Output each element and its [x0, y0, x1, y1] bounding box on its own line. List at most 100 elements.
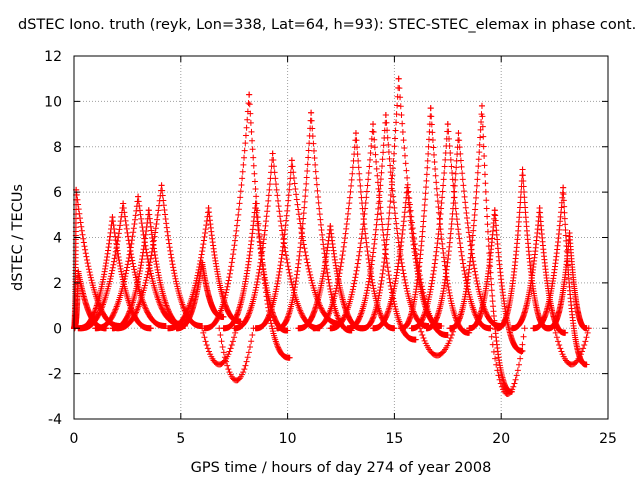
data-point	[136, 268, 143, 275]
data-point	[580, 345, 587, 352]
data-point	[281, 231, 288, 238]
data-point	[558, 348, 565, 355]
data-point	[273, 341, 280, 348]
data-point	[386, 275, 393, 282]
data-point	[514, 367, 521, 374]
data-point	[314, 187, 321, 194]
data-point	[474, 169, 481, 176]
data-point	[146, 211, 153, 218]
data-point	[463, 209, 470, 216]
data-point	[359, 230, 366, 237]
data-point	[244, 313, 251, 320]
data-point	[265, 197, 272, 204]
data-point	[154, 264, 161, 271]
x-tick-label: 15	[385, 431, 403, 447]
y-tick-label: -2	[48, 367, 62, 383]
data-point	[327, 288, 334, 295]
data-point	[445, 286, 452, 293]
data-point	[478, 102, 485, 109]
data-point	[315, 193, 322, 200]
data-point	[377, 310, 384, 317]
data-point	[224, 283, 231, 290]
data-point	[356, 252, 363, 259]
data-point	[273, 186, 280, 193]
data-point	[366, 156, 373, 163]
data-point	[279, 251, 286, 258]
data-point	[404, 174, 411, 181]
data-point	[126, 309, 133, 316]
data-point	[355, 157, 362, 164]
data-point	[437, 210, 444, 217]
data-point	[276, 208, 283, 215]
data-point	[520, 177, 527, 184]
data-point	[274, 280, 281, 287]
data-point	[333, 285, 340, 292]
data-point	[488, 287, 495, 294]
data-point	[397, 94, 404, 101]
data-point	[301, 198, 308, 205]
data-point	[87, 271, 94, 278]
data-point	[116, 260, 123, 267]
data-point	[200, 241, 207, 248]
data-point	[117, 265, 124, 272]
data-point	[147, 259, 154, 266]
data-point	[135, 273, 142, 280]
data-point	[420, 335, 427, 342]
data-point	[302, 193, 309, 200]
data-point	[391, 325, 398, 332]
data-point	[316, 211, 323, 218]
data-point	[332, 288, 339, 295]
data-point	[256, 266, 263, 273]
data-point	[299, 225, 306, 232]
data-point	[521, 188, 528, 195]
data-point	[170, 264, 177, 271]
data-point	[274, 277, 281, 284]
data-point	[324, 313, 331, 320]
data-point	[199, 244, 206, 251]
data-point	[132, 212, 139, 219]
x-tick-labels: 0 5 10 15 20 25	[70, 431, 617, 447]
data-point	[391, 150, 398, 157]
data-point	[438, 236, 445, 243]
data-point	[477, 126, 484, 133]
data-point	[304, 168, 311, 175]
data-point	[319, 236, 326, 243]
data-point	[225, 280, 232, 287]
data-point	[238, 181, 245, 188]
data-point	[389, 165, 396, 172]
data-point	[180, 304, 187, 311]
data-point	[270, 163, 277, 170]
data-point	[452, 176, 459, 183]
data-point	[149, 238, 156, 245]
data-point	[348, 291, 355, 298]
data-point	[385, 268, 392, 275]
data-point	[432, 172, 439, 179]
data-point	[201, 334, 208, 341]
data-point	[442, 156, 449, 163]
data-point	[267, 309, 274, 316]
data-point	[357, 244, 364, 251]
data-point	[326, 283, 333, 290]
data-point	[153, 220, 160, 227]
data-point	[392, 127, 399, 134]
data-point	[123, 267, 130, 274]
data-point	[470, 227, 477, 234]
data-point	[426, 136, 433, 143]
y-tick-label: 10	[44, 94, 62, 110]
data-point	[356, 170, 363, 177]
data-point	[254, 276, 261, 283]
data-point	[356, 248, 363, 255]
data-point	[163, 302, 170, 309]
data-point	[111, 226, 118, 233]
data-point	[457, 157, 464, 164]
data-point	[142, 304, 149, 311]
data-point	[263, 218, 270, 225]
data-point	[124, 264, 131, 271]
data-point	[459, 176, 466, 183]
data-point	[171, 273, 178, 280]
data-point	[439, 188, 446, 195]
data-point	[478, 119, 485, 126]
data-point	[352, 271, 359, 278]
data-point	[367, 150, 374, 157]
data-point	[363, 243, 370, 250]
